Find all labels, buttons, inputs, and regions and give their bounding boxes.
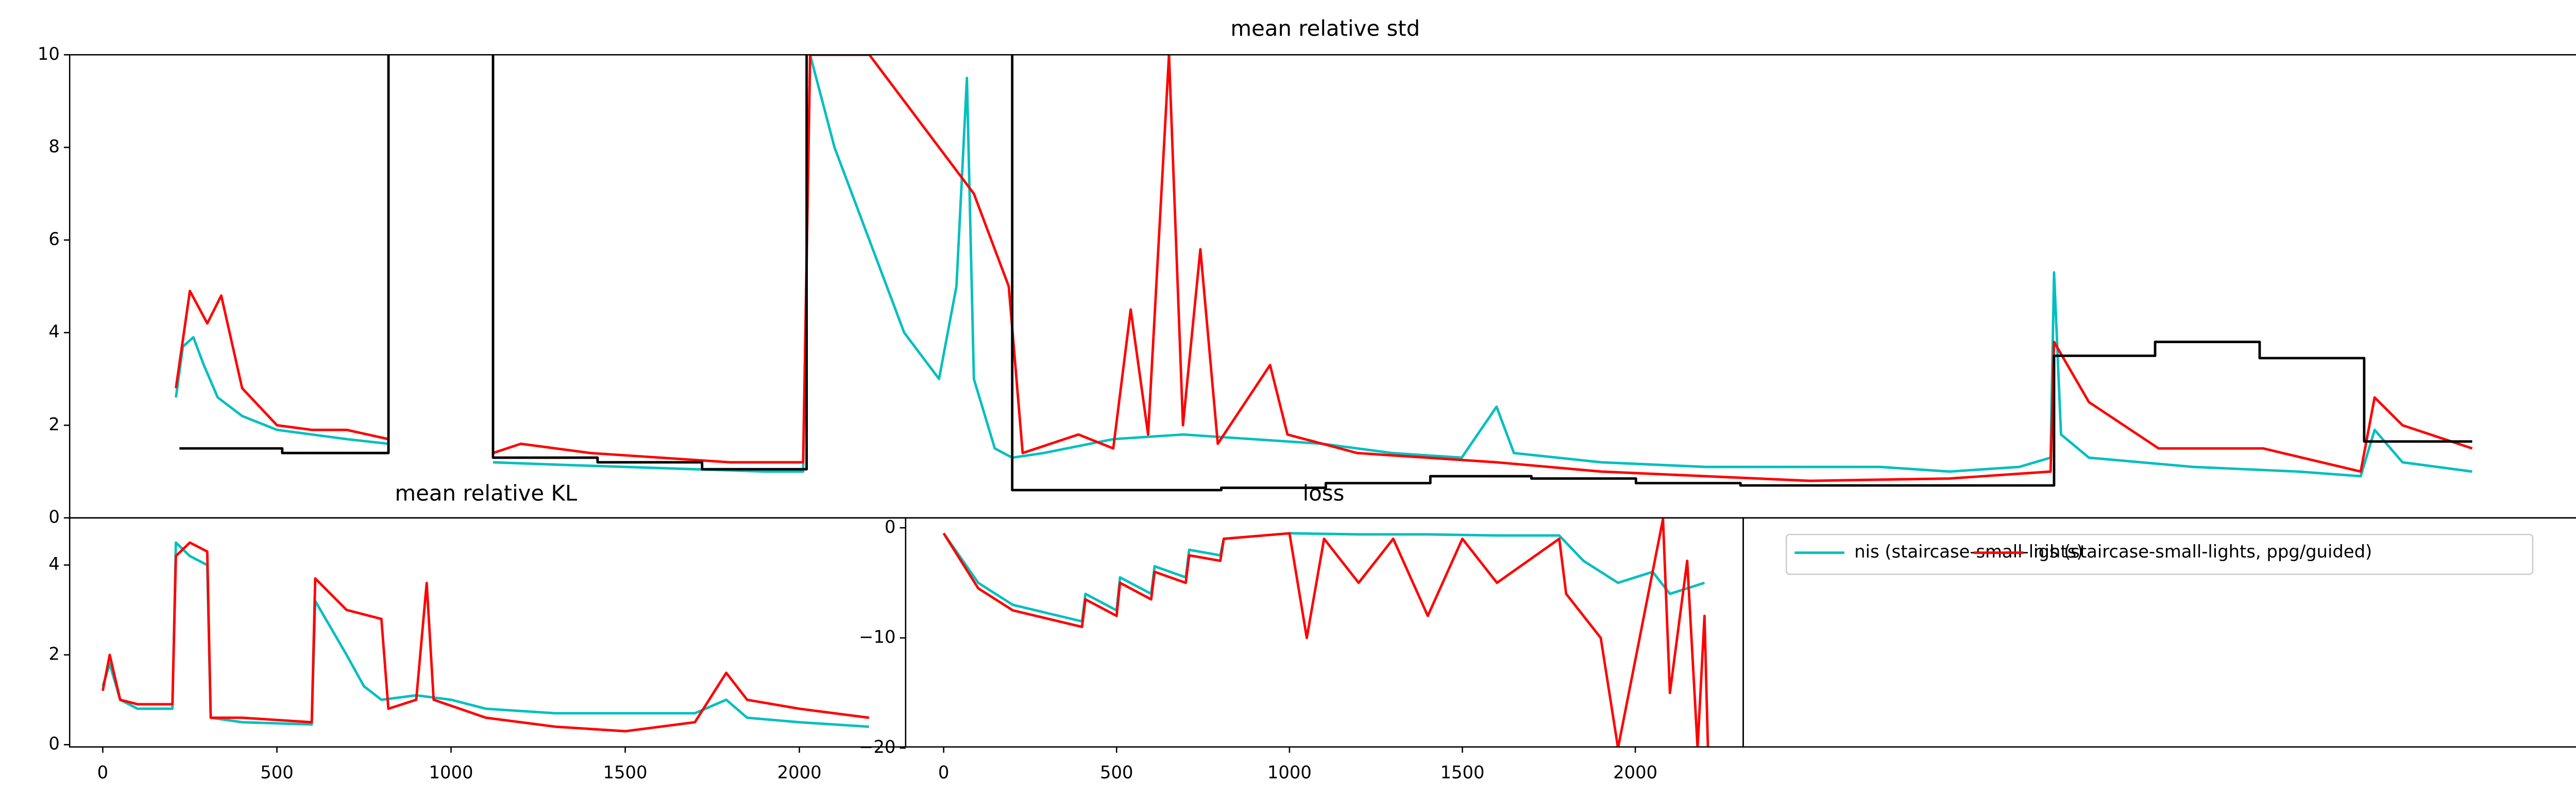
- y-tick-label: 4: [48, 322, 60, 342]
- y-tick-label: 8: [48, 137, 60, 157]
- x-tick-label: 2000: [1613, 763, 1657, 783]
- x-tick-label: 1000: [429, 763, 473, 783]
- y-tick-label: 10: [38, 44, 60, 64]
- x-tick-label: 2000: [777, 763, 822, 783]
- x-tick-label: 1500: [603, 763, 648, 783]
- series-line: [179, 55, 2472, 492]
- y-tick-label: −10: [859, 627, 895, 647]
- y-tick-label: 6: [48, 229, 60, 249]
- x-tick-label: 0: [938, 763, 950, 783]
- x-tick-label: 0: [97, 763, 109, 783]
- y-tick-label: 4: [48, 554, 60, 574]
- y-tick-label: 2: [48, 644, 60, 664]
- axes-frame: [905, 517, 1744, 748]
- legend-label: nis (staircase-small-lights, ppg/guided): [2033, 542, 2372, 562]
- axes-title: mean relative std: [1230, 15, 1420, 41]
- x-tick-label: 500: [260, 763, 293, 783]
- series-line: [101, 541, 869, 728]
- legend-box: [1785, 533, 2534, 575]
- y-tick-label: 0: [48, 734, 60, 754]
- axes-title: mean relative KL: [395, 480, 578, 505]
- x-tick-label: 500: [1100, 763, 1133, 783]
- y-tick-label: 0: [48, 507, 60, 527]
- series-line: [175, 55, 2473, 482]
- series-line: [942, 518, 1709, 747]
- y-tick-label: 2: [48, 414, 60, 434]
- legend-label: nis (staircase-small-lights): [1854, 542, 2083, 562]
- x-tick-label: 1000: [1267, 763, 1312, 783]
- y-tick-label: −20: [859, 737, 895, 757]
- axes-title: loss: [1303, 480, 1345, 505]
- series-line: [101, 541, 870, 733]
- x-tick-label: 1500: [1440, 763, 1485, 783]
- y-tick-label: 0: [885, 517, 896, 537]
